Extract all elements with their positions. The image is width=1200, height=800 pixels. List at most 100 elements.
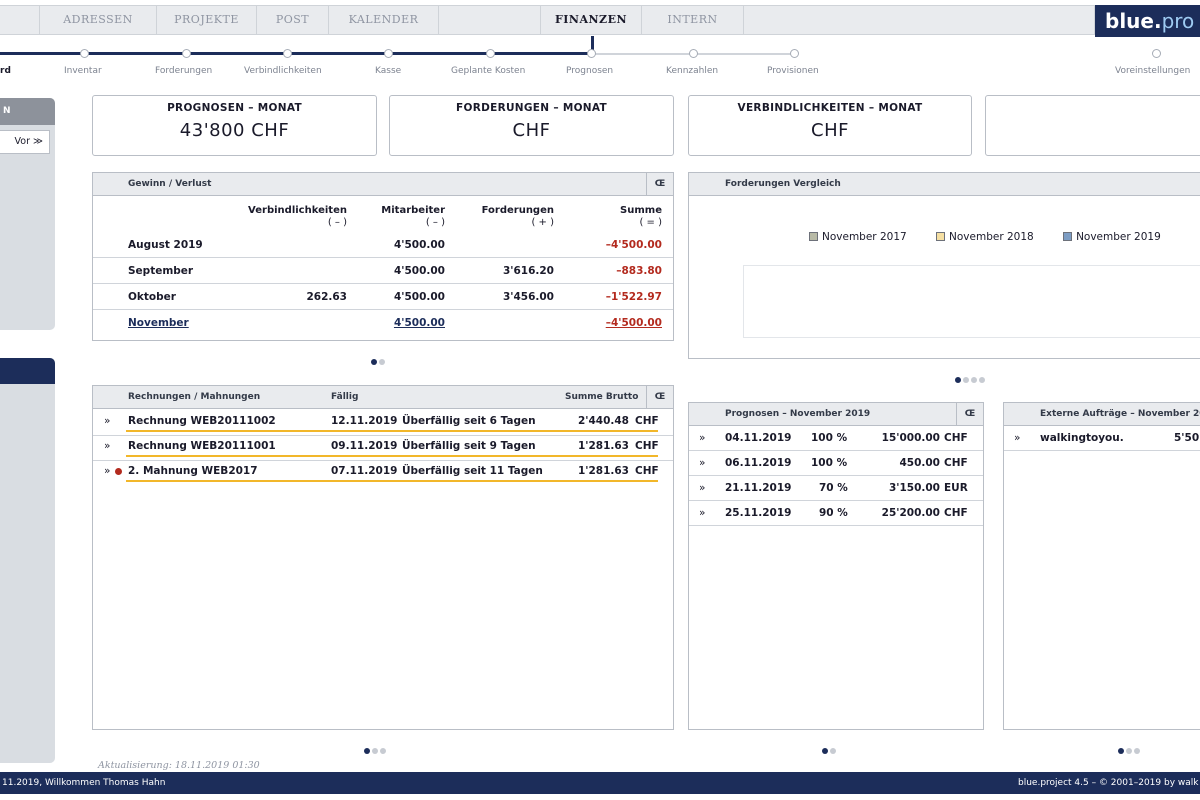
card-empty[interactable] <box>985 95 1200 156</box>
card-forderungen-monat[interactable]: FORDERUNGEN – MONAT CHF <box>389 95 674 156</box>
row-arrow-icon[interactable]: » <box>699 507 706 519</box>
row-ford: 3'616.20 <box>502 265 554 277</box>
step-provisionen[interactable]: Provisionen <box>767 66 819 76</box>
row-name[interactable]: walkingtoyou. <box>1040 432 1124 444</box>
row-amount: 1'281.63 <box>577 465 629 477</box>
step-inventar[interactable]: Inventar <box>64 66 102 76</box>
tab-blank[interactable] <box>0 6 40 34</box>
divider <box>93 460 673 461</box>
row-amount: 3'150.00 <box>888 482 940 494</box>
overdue-underline <box>126 430 658 432</box>
col-faellig: Fällig <box>331 392 359 402</box>
step-dot[interactable] <box>486 49 495 58</box>
pager-rechnungen[interactable] <box>364 747 388 756</box>
step-voreinstellungen[interactable]: Voreinstellungen <box>1115 66 1191 76</box>
row-arrow-icon[interactable]: » <box>104 415 111 427</box>
step-kasse[interactable]: Kasse <box>375 66 402 76</box>
card-prognosen-monat[interactable]: PROGNOSEN – MONAT 43'800 CHF <box>92 95 377 156</box>
step-dot[interactable] <box>182 49 191 58</box>
app-logo: blue.pro <box>1095 5 1200 37</box>
row-arrow-icon[interactable]: » <box>104 465 111 477</box>
row-arrow-icon[interactable]: » <box>104 440 111 452</box>
pager-vergleich[interactable] <box>955 376 987 385</box>
tab-post[interactable]: POST <box>257 6 329 34</box>
tab-kalender[interactable]: KALENDER <box>329 6 439 34</box>
step-forderungen[interactable]: Forderungen <box>155 66 213 76</box>
row-percent: 70 % <box>819 482 848 494</box>
row-month: August 2019 <box>128 239 203 251</box>
panel-header: Prognosen – November 2019 Œ <box>689 403 983 426</box>
row-sum-link[interactable]: –4'500.00 <box>605 317 662 329</box>
step-verbindlichkeiten[interactable]: Verbindlichkeiten <box>244 66 322 76</box>
export-icon[interactable]: Œ <box>646 386 673 408</box>
step-dot[interactable] <box>384 49 393 58</box>
row-amount: 450.00 <box>899 457 940 469</box>
row-currency: CHF <box>635 415 659 427</box>
step-dot-active[interactable] <box>587 49 596 58</box>
row-status: Überfällig seit 9 Tagen <box>402 440 536 452</box>
step-dashboard[interactable]: rd <box>0 66 11 76</box>
card-value: CHF <box>811 120 849 141</box>
footer-copyright: blue.project 4.5 – © 2001–2019 by walk <box>1018 778 1199 788</box>
vor-button[interactable]: Vor ≫ <box>0 130 50 154</box>
step-geplante-kosten[interactable]: Geplante Kosten <box>451 66 526 76</box>
step-kennzahlen[interactable]: Kennzahlen <box>666 66 719 76</box>
card-verbindlichkeiten-monat[interactable]: VERBINDLICHKEITEN – MONAT CHF <box>688 95 972 156</box>
row-arrow-icon[interactable]: » <box>1014 432 1021 444</box>
export-icon[interactable]: Œ <box>956 403 983 425</box>
tab-finanzen[interactable]: FINANZEN <box>541 6 642 34</box>
row-month: September <box>128 265 194 277</box>
tab-intern[interactable]: INTERN <box>642 6 744 34</box>
row-amount: 5'50 <box>1174 432 1200 444</box>
chart-legend: November 2017 November 2018 November 201… <box>809 231 1161 243</box>
row-arrow-icon[interactable]: » <box>699 457 706 469</box>
row-name[interactable]: Rechnung WEB20111001 <box>128 440 276 452</box>
legend-item: November 2017 <box>809 231 907 243</box>
row-percent: 100 % <box>811 457 848 469</box>
sidebar-panel-bottom <box>0 358 55 763</box>
pager-gewinn[interactable] <box>371 358 387 367</box>
row-arrow-icon[interactable]: » <box>699 482 706 494</box>
export-icon[interactable]: Œ <box>646 173 673 195</box>
panel-title: Prognosen – November 2019 <box>725 409 871 419</box>
row-sum: –883.80 <box>616 265 662 277</box>
gewinn-verlust-panel: Gewinn / Verlust Œ Verbindlichkeiten( – … <box>92 172 674 341</box>
tab-projekte[interactable]: PROJEKTE <box>157 6 257 34</box>
step-prognosen[interactable]: Prognosen <box>566 66 614 76</box>
row-status: Überfällig seit 11 Tagen <box>402 465 543 477</box>
divider <box>93 309 673 310</box>
row-percent: 90 % <box>819 507 848 519</box>
tab-blank-2[interactable] <box>439 6 541 34</box>
step-dot[interactable] <box>283 49 292 58</box>
last-update-text: Aktualisierung: 18.11.2019 01:30 <box>98 760 260 771</box>
row-ford: 3'456.00 <box>502 291 554 303</box>
pager-prognosen[interactable] <box>822 747 838 756</box>
divider <box>93 283 673 284</box>
divider <box>689 475 983 476</box>
card-title: PROGNOSEN – MONAT <box>167 102 302 114</box>
panel-header: Externe Aufträge – November 2019 <box>1004 403 1200 426</box>
chart-area <box>743 265 1200 338</box>
row-name[interactable]: Rechnung WEB20111002 <box>128 415 276 427</box>
row-currency: CHF <box>944 457 968 469</box>
card-value: CHF <box>512 120 551 141</box>
step-dot[interactable] <box>80 49 89 58</box>
step-dot[interactable] <box>790 49 799 58</box>
row-mit: 4'500.00 <box>393 239 445 251</box>
panel-header: Gewinn / Verlust Œ <box>93 173 673 196</box>
row-percent: 100 % <box>811 432 848 444</box>
tab-adressen[interactable]: ADRESSEN <box>40 6 157 34</box>
step-dot[interactable] <box>689 49 698 58</box>
row-amount: 15'000.00 <box>881 432 940 444</box>
table-header: Verbindlichkeiten( – ) Mitarbeiter( – ) … <box>93 205 673 235</box>
row-mit: 4'500.00 <box>393 291 445 303</box>
row-mit-link[interactable]: 4'500.00 <box>393 317 445 329</box>
row-arrow-icon[interactable]: » <box>699 432 706 444</box>
panel-title: Forderungen Vergleich <box>725 179 841 189</box>
row-month-link[interactable]: November <box>128 317 189 329</box>
step-dot[interactable] <box>1152 49 1161 58</box>
overdue-underline <box>126 480 658 482</box>
row-date: 07.11.2019 <box>331 465 398 477</box>
row-name[interactable]: 2. Mahnung WEB2017 <box>128 465 258 477</box>
pager-extern[interactable] <box>1118 747 1142 756</box>
